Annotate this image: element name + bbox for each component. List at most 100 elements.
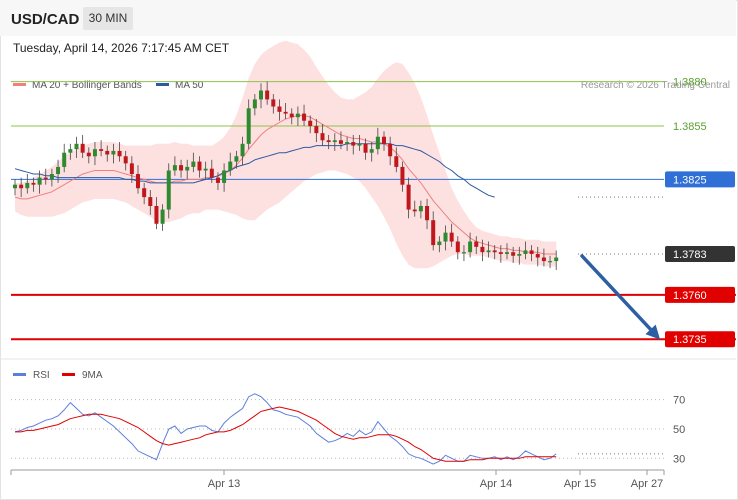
candle-body bbox=[338, 140, 343, 144]
candle-body bbox=[129, 163, 134, 175]
candle-body bbox=[357, 143, 362, 146]
candle-body bbox=[105, 150, 110, 155]
rsi-legend-label: RSI bbox=[33, 370, 50, 381]
candle-body bbox=[486, 250, 491, 253]
candle-body bbox=[529, 250, 534, 254]
timeframe-button[interactable]: 30 MIN bbox=[83, 7, 133, 30]
candle-body bbox=[406, 184, 411, 210]
level-tag-1.3783 bbox=[665, 245, 735, 262]
candle-body bbox=[56, 166, 61, 175]
candle-body bbox=[535, 253, 540, 258]
candle-body bbox=[295, 113, 300, 118]
candle-body bbox=[99, 149, 104, 151]
ma50-swatch bbox=[156, 82, 169, 86]
candle-body bbox=[492, 250, 497, 253]
time-label-Apr-13: Apr 13 bbox=[208, 478, 240, 490]
candle-body bbox=[437, 241, 442, 246]
rsi-ma-legend-swatch bbox=[62, 373, 75, 376]
legend-ma20-label: MA 20 + Bollinger Bands bbox=[32, 80, 142, 91]
candle-body bbox=[277, 106, 282, 112]
candle-body bbox=[74, 143, 79, 150]
rsi-tick-50: 50 bbox=[673, 424, 685, 436]
candle-body bbox=[375, 136, 380, 150]
symbol-title: USD/CAD bbox=[11, 11, 80, 28]
rsi-tick-30: 30 bbox=[673, 453, 685, 465]
header-bar: USD/CAD 30 MIN bbox=[0, 0, 736, 36]
candle-body bbox=[498, 252, 503, 254]
candle-body bbox=[234, 156, 239, 162]
time-label-Apr-14: Apr 14 bbox=[480, 478, 512, 490]
candle-body bbox=[259, 90, 263, 100]
level-label-1.3783: 1.3783 bbox=[673, 249, 707, 261]
credit-text: Research © 2026 Trading Central bbox=[580, 80, 730, 91]
candle-body bbox=[505, 252, 509, 254]
candle-body bbox=[461, 252, 466, 254]
timestamp: Tuesday, April 14, 2026 7:17:45 AM CET bbox=[13, 41, 230, 55]
ma20-swatch bbox=[13, 82, 26, 86]
candle-body bbox=[400, 166, 405, 185]
projection-arrow-head bbox=[645, 324, 661, 340]
candle-body bbox=[480, 246, 485, 253]
candle-body bbox=[49, 174, 54, 180]
candle-body bbox=[136, 174, 140, 189]
legend-ma50: MA 50 bbox=[156, 80, 203, 91]
rsi-legend-swatch bbox=[13, 373, 26, 376]
rsi-ma-line bbox=[15, 406, 557, 462]
candle-body bbox=[425, 206, 430, 221]
candle-body bbox=[345, 142, 350, 144]
level-label-1.3855: 1.3855 bbox=[673, 121, 707, 133]
time-label-Apr-27: Apr 27 bbox=[631, 478, 663, 490]
candle-body bbox=[31, 182, 36, 185]
candle-body bbox=[228, 161, 233, 171]
candle-body bbox=[412, 209, 417, 212]
legend-ma50-label: MA 50 bbox=[175, 80, 204, 91]
candle-body bbox=[443, 232, 448, 242]
candle-body bbox=[191, 161, 196, 167]
candle-body bbox=[172, 165, 177, 171]
rsi-ma-legend-label: 9MA bbox=[82, 370, 103, 381]
candle-body bbox=[240, 143, 245, 157]
candle-body bbox=[19, 184, 24, 189]
candle-body bbox=[271, 99, 276, 107]
candle-body bbox=[326, 140, 331, 143]
candle-body bbox=[37, 177, 42, 185]
candle-body bbox=[302, 113, 307, 121]
candle-body bbox=[449, 232, 454, 242]
candle-body bbox=[474, 241, 479, 247]
candle-body bbox=[142, 188, 147, 198]
candle-body bbox=[117, 150, 122, 157]
candle-body bbox=[209, 168, 214, 178]
candle-body bbox=[363, 143, 368, 153]
candle-body bbox=[246, 108, 251, 144]
candle-body bbox=[517, 253, 522, 256]
rsi-line bbox=[14, 393, 557, 465]
candle-body bbox=[511, 252, 516, 256]
candle-body bbox=[154, 206, 159, 224]
candle-body bbox=[351, 142, 356, 146]
ma20-line bbox=[14, 114, 557, 255]
candle-body bbox=[431, 220, 436, 246]
candle-body bbox=[222, 170, 227, 183]
candle-body bbox=[468, 241, 473, 253]
candle-body bbox=[80, 143, 85, 153]
candle-body bbox=[92, 149, 97, 157]
candle-body bbox=[43, 177, 48, 180]
level-label-1.3760: 1.3760 bbox=[673, 290, 707, 302]
candle-body bbox=[283, 111, 288, 114]
level-tag-1.3735 bbox=[665, 331, 735, 348]
candle-body bbox=[394, 156, 399, 167]
candle-body bbox=[523, 250, 528, 254]
candle-body bbox=[111, 150, 116, 155]
level-label-1.3735: 1.3735 bbox=[673, 334, 707, 346]
candle-body bbox=[179, 165, 184, 171]
level-label-1.3880: 1.3880 bbox=[673, 77, 707, 89]
candle-body bbox=[148, 197, 153, 206]
candle-body bbox=[541, 257, 546, 262]
candle-body bbox=[554, 257, 559, 262]
candle-body bbox=[314, 126, 319, 134]
projection-arrow bbox=[580, 254, 658, 337]
candle-body bbox=[265, 90, 270, 100]
candle-body bbox=[418, 206, 423, 212]
